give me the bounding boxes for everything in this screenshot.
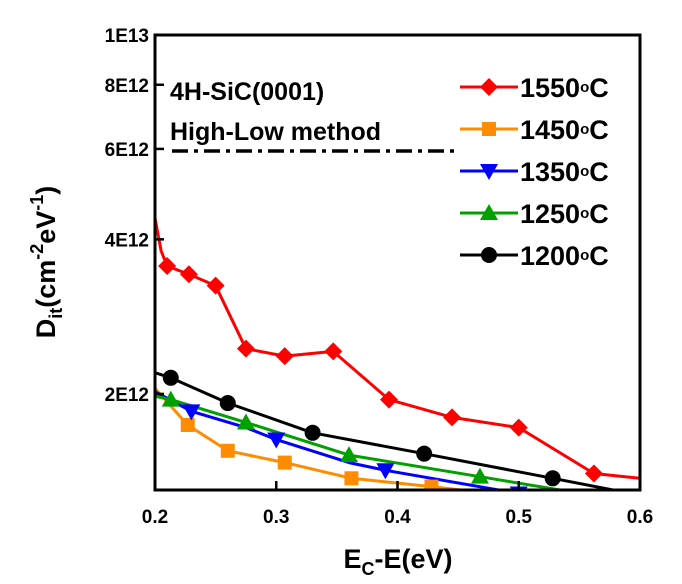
annotation-method: High-Low method — [170, 118, 381, 146]
x-axis-title: EC-E(eV) — [343, 544, 452, 579]
legend-marker-1250 — [480, 204, 498, 220]
x-tick-label: 0.3 — [263, 507, 289, 528]
data-point-1550 — [179, 265, 198, 284]
data-point-1250 — [340, 446, 358, 463]
legend-label-1200: 1200oC — [520, 241, 609, 271]
data-point-1550 — [324, 342, 343, 361]
data-point-1250 — [236, 413, 255, 430]
ticks-layer: 0.2 0.3 0.4 0.5 0.6 2E12 4E12 6E12 8E12 1E13 — [105, 26, 654, 528]
data-point-1450 — [180, 417, 195, 432]
y-tick-label: 1E13 — [105, 26, 149, 47]
legend-label-1250: 1250oC — [520, 199, 609, 229]
data-point-1450 — [220, 443, 235, 458]
legend-marker-1550 — [480, 78, 498, 96]
data-point-1350 — [376, 463, 395, 480]
legend-marker-1450 — [482, 122, 496, 136]
data-point-1350 — [182, 404, 201, 421]
data-point-1200 — [219, 395, 236, 412]
legend-label-1450: 1450oC — [520, 115, 609, 145]
data-point-1200 — [416, 445, 433, 462]
legend: 1550oC 1450oC 1350oC 1250oC 1200oC — [460, 73, 609, 271]
y-tick-label: 6E12 — [105, 140, 149, 161]
legend-label-1350: 1350oC — [520, 157, 609, 187]
data-point-1550 — [236, 339, 255, 358]
x-tick-label: 0.5 — [506, 507, 533, 528]
y-tick-label: 8E12 — [105, 76, 149, 97]
annotation-material: 4H-SiC(0001) — [170, 78, 324, 106]
data-point-1250 — [470, 467, 489, 484]
x-tick-label: 0.2 — [142, 507, 168, 528]
data-point-1350 — [267, 432, 286, 449]
data-point-1200 — [304, 424, 321, 441]
data-point-1550 — [443, 408, 462, 427]
data-point-1450 — [424, 479, 439, 490]
data-point-1200 — [162, 369, 179, 386]
legend-label-1550: 1550oC — [520, 73, 609, 103]
legend-marker-1200 — [481, 247, 497, 263]
data-point-1550 — [158, 256, 177, 275]
y-axis-title: Dit(cm-2eV-1) — [27, 186, 66, 339]
data-point-1550 — [584, 464, 603, 483]
y-tick-label: 4E12 — [105, 230, 149, 251]
legend-marker-1350 — [480, 164, 498, 180]
data-point-1550 — [275, 347, 294, 366]
x-tick-label: 0.4 — [384, 507, 411, 528]
marker-layer — [158, 256, 603, 490]
data-point-1450 — [344, 471, 359, 486]
data-point-1250 — [161, 390, 180, 407]
data-point-1550 — [509, 418, 528, 437]
data-point-1550 — [206, 276, 225, 295]
data-point-1550 — [380, 390, 399, 409]
y-tick-label: 2E12 — [105, 385, 149, 406]
data-point-1450 — [277, 455, 292, 470]
data-point-1200 — [544, 470, 561, 487]
x-tick-label: 0.6 — [627, 507, 653, 528]
